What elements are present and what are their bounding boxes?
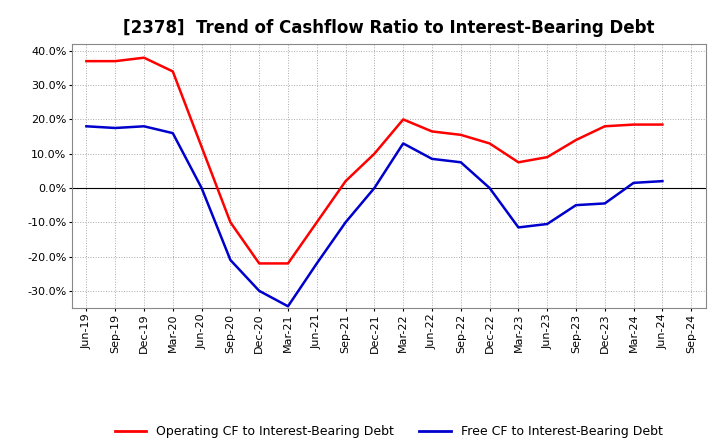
Legend: Operating CF to Interest-Bearing Debt, Free CF to Interest-Bearing Debt: Operating CF to Interest-Bearing Debt, F… bbox=[115, 425, 662, 438]
Title: [2378]  Trend of Cashflow Ratio to Interest-Bearing Debt: [2378] Trend of Cashflow Ratio to Intere… bbox=[123, 19, 654, 37]
